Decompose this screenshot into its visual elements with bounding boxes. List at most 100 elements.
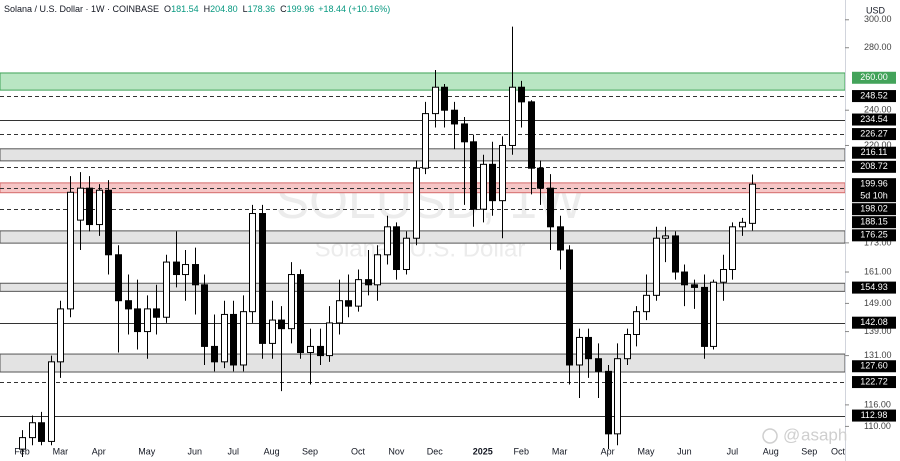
candle-body: [48, 361, 55, 442]
candle-body: [509, 86, 516, 146]
header-part: +18.44 (+10.16%): [318, 4, 390, 14]
candle-body: [278, 319, 285, 330]
y-tick-label: 131.00: [864, 350, 892, 360]
candle-body: [211, 345, 218, 363]
candle-body: [249, 213, 256, 313]
level-label: 208.72: [860, 161, 888, 171]
header-part: L: [243, 4, 248, 14]
candle-body: [528, 101, 535, 169]
candle-body: [585, 336, 592, 360]
zone: [0, 353, 846, 373]
candle-body: [288, 274, 295, 330]
header-part: 204.80: [210, 4, 238, 14]
zone: [0, 72, 846, 91]
author-icon: [762, 428, 778, 444]
candle-body: [499, 144, 506, 202]
countdown: 5d 10h: [860, 191, 888, 201]
header: Solana / U.S. Dollar · 1W · COINBASE O181…: [4, 4, 390, 14]
y-tick-label: 240.00: [864, 105, 892, 115]
x-tick-label: Jun: [677, 446, 692, 456]
x-tick-label: 2025: [473, 446, 493, 456]
candle-body: [355, 279, 362, 307]
level-label-box: [852, 229, 896, 242]
candle-body: [451, 109, 458, 125]
candle-body: [115, 254, 122, 302]
candle-body: [720, 269, 727, 283]
header-part: 178.36: [248, 4, 276, 14]
candle-body: [470, 141, 477, 210]
level-label-box: [852, 160, 896, 173]
x-tick-label: Jul: [227, 446, 239, 456]
candle-body: [413, 167, 420, 239]
level-label-box: [852, 409, 896, 422]
header-part: O: [164, 4, 171, 14]
level-label: 112.98: [861, 410, 888, 420]
candle-body: [144, 308, 151, 333]
candle-body: [432, 86, 439, 115]
candle-body: [489, 163, 496, 202]
y-tick-label: 220.00: [864, 140, 892, 150]
candle-body: [518, 86, 525, 103]
candles: [19, 26, 756, 458]
candle-body: [557, 226, 564, 251]
candle-body: [624, 333, 631, 360]
level-label-box: [852, 316, 896, 329]
level-label-box: [852, 90, 896, 103]
candle-body: [77, 187, 84, 221]
x-tick-label: Aug: [264, 446, 280, 456]
level-label-box: [852, 128, 896, 141]
candle-body: [710, 281, 717, 347]
candle-body: [576, 336, 583, 366]
candle-body: [19, 437, 26, 450]
level-label-box: [852, 71, 896, 84]
header-part: C: [280, 4, 287, 14]
candle-body: [537, 167, 544, 189]
y-tick-label: 110.00: [864, 421, 891, 431]
current-price-label: 199.96: [860, 179, 888, 189]
candle-body: [384, 226, 391, 256]
candle-body: [336, 300, 343, 324]
candle-body: [422, 113, 429, 169]
x-tick-label: Apr: [92, 446, 106, 456]
x-tick-label: Oct: [831, 446, 846, 456]
candle-body: [365, 279, 372, 286]
x-tick-label: Sep: [302, 446, 318, 456]
x-tick-label: Jul: [727, 446, 739, 456]
level-label-box: [852, 146, 896, 159]
header-part: Solana / U.S. Dollar · 1W · COINBASE: [4, 4, 159, 14]
candle-body: [307, 345, 314, 354]
x-tick-label: Aug: [763, 446, 779, 456]
candle-body: [643, 294, 650, 313]
candle-body: [86, 187, 93, 226]
level-label: 127.60: [860, 361, 888, 371]
header-part: 199.96: [287, 4, 315, 14]
candle-body: [662, 235, 669, 239]
zone: [0, 230, 846, 244]
candle-body: [441, 86, 448, 111]
currency: USD: [866, 5, 886, 15]
level-label: 122.72: [860, 376, 888, 386]
level-label: 216.11: [861, 147, 888, 157]
x-tick-label: May: [138, 446, 156, 456]
x-tick-label: Apr: [601, 446, 615, 456]
candle-body: [57, 308, 64, 363]
zone: [0, 282, 846, 292]
candle-body: [393, 226, 400, 271]
candle-body: [38, 422, 45, 442]
level-label-box: [852, 216, 896, 229]
candle-body: [163, 261, 170, 318]
candle-body: [153, 308, 160, 318]
candle-body: [547, 187, 554, 228]
x-tick-label: Dec: [427, 446, 444, 456]
y-tick-label: 280.00: [864, 42, 892, 52]
candle-body: [653, 237, 660, 296]
candle-body: [374, 254, 381, 286]
y-tick-label: 300.00: [864, 14, 892, 24]
candle-body: [326, 322, 333, 357]
x-tick-label: Mar: [552, 446, 568, 456]
author: asaph: [801, 425, 847, 444]
candle-body: [67, 191, 74, 310]
author-at: @: [783, 425, 800, 444]
candle-body: [633, 311, 640, 335]
